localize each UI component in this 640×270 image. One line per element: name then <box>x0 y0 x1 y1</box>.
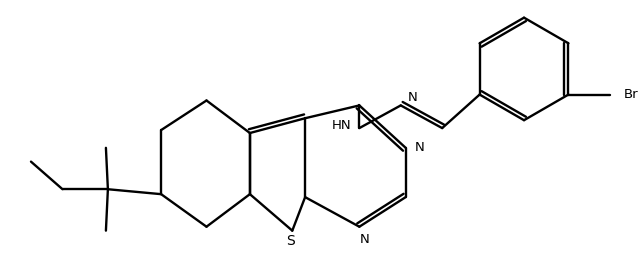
Text: N: N <box>408 91 417 104</box>
Text: Br: Br <box>623 88 638 101</box>
Text: N: N <box>360 233 369 246</box>
Text: S: S <box>286 235 294 248</box>
Text: N: N <box>415 141 424 154</box>
Text: HN: HN <box>332 119 351 132</box>
